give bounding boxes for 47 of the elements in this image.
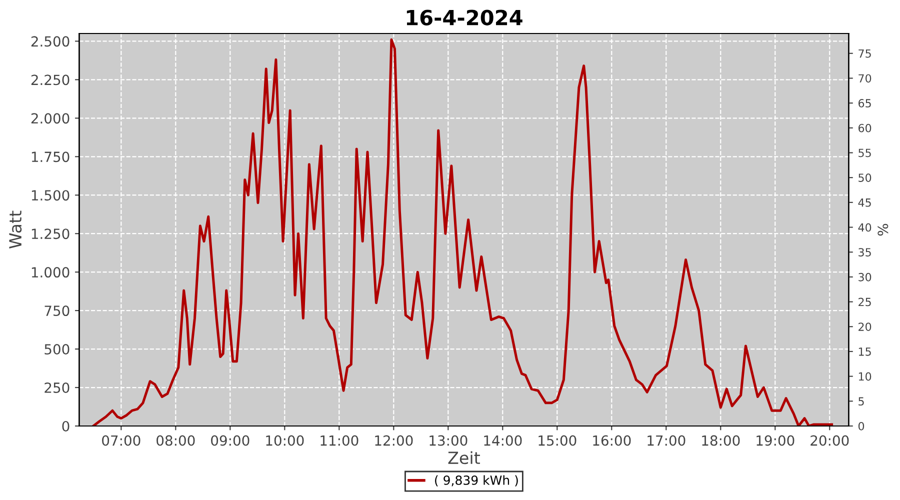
y-tick-label: 1.250 (32, 228, 70, 240)
y2-tick-label: 55 (858, 148, 871, 158)
y2-tick-label: 45 (858, 198, 871, 207)
y2-tick-label: 60 (858, 124, 872, 132)
y2-tick-label: 70 (858, 74, 872, 83)
x-tick-label: 19:00 (756, 435, 794, 446)
y-tick-label: 250 (44, 382, 70, 393)
x-tick-label: 17:00 (648, 435, 686, 446)
x-tick-label: 08:00 (156, 435, 195, 446)
y-tick-label: 1.000 (32, 267, 70, 278)
y-tick-label: 1.500 (32, 190, 70, 201)
x-tick-label: 18:00 (702, 435, 740, 446)
y2-tick-label: 10 (858, 372, 872, 381)
y2-axis-title: % (878, 224, 888, 236)
chart-title: 16-4-2024 (406, 10, 522, 26)
y2-tick-label: 25 (858, 298, 871, 306)
y2-tick-label: 20 (858, 322, 872, 332)
y-tick-label: 750 (44, 306, 70, 316)
legend-label: ( 9,839 kWh ) (435, 475, 518, 486)
y-tick-label: 2.000 (31, 113, 70, 124)
y-axis-title: Watt (9, 210, 22, 249)
y2-tick-label: 40 (858, 223, 872, 232)
y2-tick-label: 65 (858, 99, 871, 108)
x-tick-label: 15:00 (538, 435, 576, 446)
x-tick-label: 14:00 (484, 435, 522, 446)
y-tick-label: 2.250 (31, 74, 70, 86)
x-tick-label: 10:00 (266, 435, 304, 446)
y2-tick-label: 75 (858, 49, 871, 58)
x-axis-title: Zeit (448, 451, 480, 464)
y2-tick-label: 15 (858, 348, 871, 356)
x-tick-label: 07:00 (102, 435, 140, 446)
y-tick-label: 1.750 (32, 152, 70, 162)
y-tick-label: 500 (44, 344, 70, 355)
y2-tick-label: 35 (858, 248, 871, 256)
line-series (92, 38, 834, 426)
y-tick-label: 2.500 (31, 36, 70, 47)
x-tick-label: 11:00 (320, 435, 358, 446)
x-tick-label: 12:00 (375, 435, 413, 446)
y-tick-label: 0 (62, 420, 70, 432)
x-tick-label: 13:00 (430, 435, 468, 446)
y2-tick-label: 30 (858, 272, 872, 282)
x-tick-label: 16:00 (593, 435, 631, 446)
y2-tick-label: 0 (858, 422, 864, 430)
y2-tick-label: 50 (858, 174, 872, 182)
x-tick-label: 20:00 (810, 435, 849, 446)
y2-tick-label: 5 (858, 397, 864, 406)
x-tick-label: 09:00 (211, 435, 250, 446)
